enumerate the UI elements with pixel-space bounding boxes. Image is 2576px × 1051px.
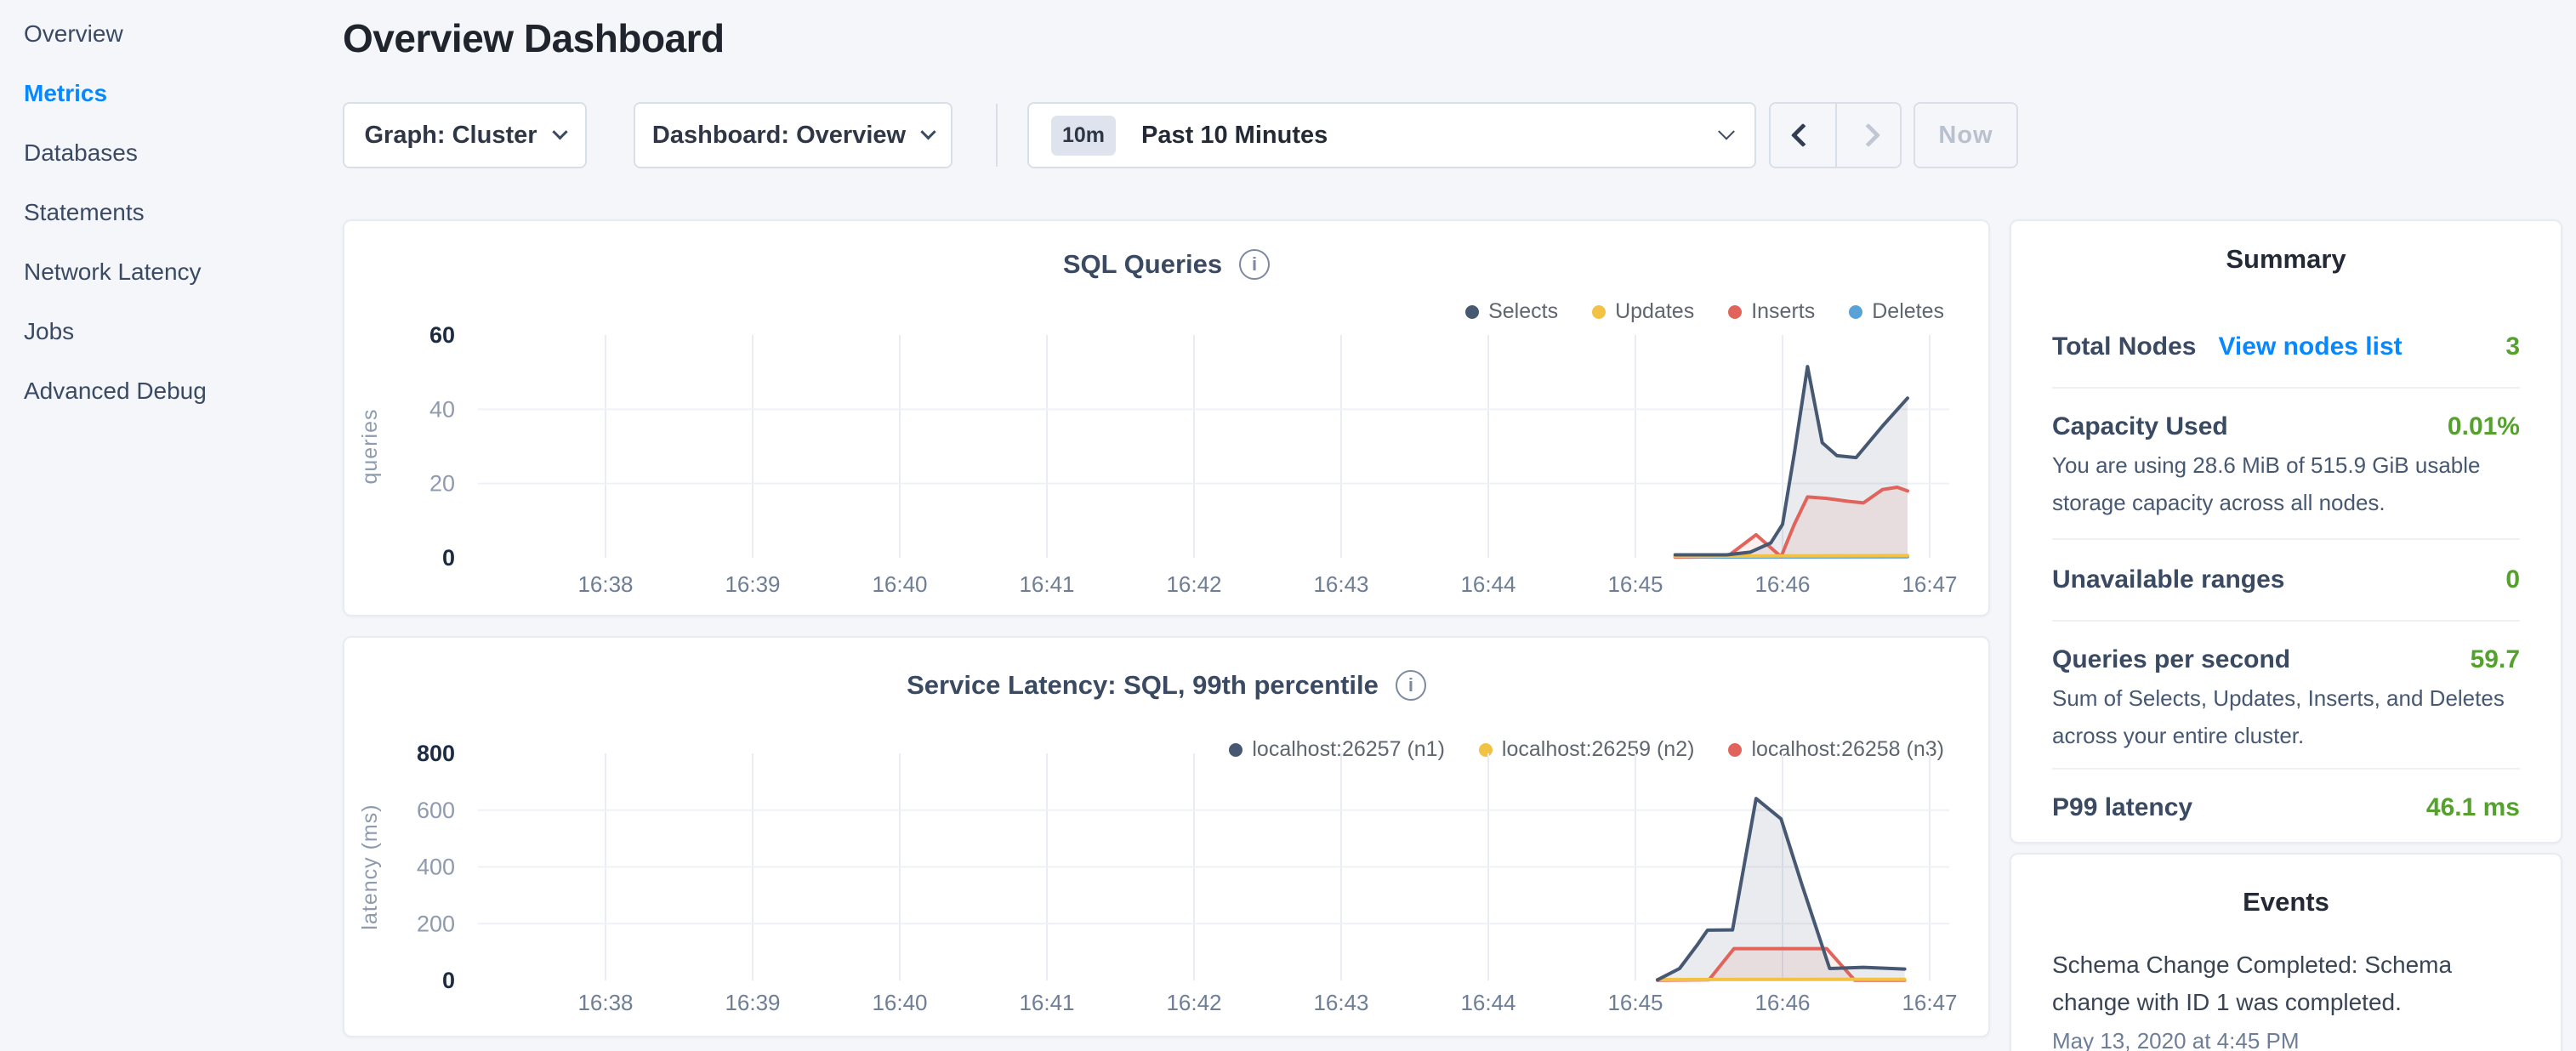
y-tick-label: 800 bbox=[417, 741, 455, 766]
dashboard-dropdown-label: Dashboard: Overview bbox=[652, 122, 906, 150]
app-root: Overview Metrics Databases Statements Ne… bbox=[0, 0, 2576, 1051]
y-tick-label: 0 bbox=[442, 968, 455, 993]
main-content: Overview Dashboard Graph: Cluster Dashbo… bbox=[343, 0, 1990, 1051]
summary-label: P99 latency bbox=[2052, 793, 2192, 822]
chevron-right-icon bbox=[1857, 123, 1880, 147]
summary-label: Capacity Used bbox=[2052, 412, 2228, 441]
time-range-dropdown[interactable]: 10m Past 10 Minutes bbox=[1027, 102, 1756, 168]
y-tick-label: 600 bbox=[417, 798, 455, 823]
summary-value: 46.1 ms bbox=[2426, 793, 2520, 822]
y-tick-label: 400 bbox=[417, 855, 455, 880]
x-tick-label: 16:39 bbox=[725, 990, 780, 1015]
dashboard-dropdown[interactable]: Dashboard: Overview bbox=[634, 102, 952, 168]
summary-heading: Summary bbox=[2052, 244, 2520, 275]
summary-row-capacity-used: Capacity Used 0.01% bbox=[2052, 412, 2520, 441]
y-tick-label: 60 bbox=[429, 322, 455, 348]
summary-label: Unavailable ranges bbox=[2052, 565, 2284, 594]
time-back-button[interactable] bbox=[1771, 104, 1835, 167]
graph-dropdown[interactable]: Graph: Cluster bbox=[343, 102, 587, 168]
summary-description: You are using 28.6 MiB of 515.9 GiB usab… bbox=[2052, 446, 2516, 521]
summary-row-unavailable-ranges: Unavailable ranges 0 bbox=[2052, 565, 2520, 594]
time-range-label: Past 10 Minutes bbox=[1141, 122, 1328, 150]
y-axis-label: latency (ms) bbox=[358, 804, 382, 929]
x-tick-label: 16:40 bbox=[872, 990, 927, 1015]
sql-queries-chart-card: SQL Queries Selects Updates Inserts Dele… bbox=[343, 219, 1990, 616]
summary-value: 0 bbox=[2505, 565, 2520, 594]
divider bbox=[2052, 620, 2520, 622]
sidebar-item-metrics[interactable]: Metrics bbox=[24, 80, 323, 107]
x-tick-label: 16:38 bbox=[577, 990, 633, 1015]
sidebar-item-overview[interactable]: Overview bbox=[24, 20, 323, 48]
time-pager bbox=[1769, 102, 1902, 168]
summary-description: Sum of Selects, Updates, Inserts, and De… bbox=[2052, 679, 2516, 754]
service-latency-plot: 16:38 16:39 16:40 16:41 16:42 16:43 16:44 16:45… bbox=[344, 638, 1992, 1039]
time-range-badge: 10m bbox=[1051, 116, 1116, 156]
sidebar: Overview Metrics Databases Statements Ne… bbox=[0, 0, 323, 1051]
controls-bar: Graph: Cluster Dashboard: Overview 10m P… bbox=[343, 102, 1990, 168]
x-tick-label: 16:46 bbox=[1754, 990, 1810, 1015]
x-tick-label: 16:42 bbox=[1166, 571, 1221, 597]
x-tick-label: 16:44 bbox=[1460, 571, 1515, 597]
time-forward-button[interactable] bbox=[1835, 104, 1900, 167]
x-tick-label: 16:42 bbox=[1166, 990, 1221, 1015]
summary-panel: Summary Total Nodes View nodes list 3 Ca… bbox=[2010, 219, 2562, 844]
summary-row-queries-per-second: Queries per second 59.7 bbox=[2052, 645, 2520, 674]
summary-label: Queries per second bbox=[2052, 645, 2290, 674]
summary-row-total-nodes: Total Nodes View nodes list 3 bbox=[2052, 332, 2520, 361]
summary-value: 3 bbox=[2505, 332, 2520, 361]
chevron-down-icon bbox=[920, 124, 935, 139]
page-title: Overview Dashboard bbox=[343, 15, 1990, 61]
x-tick-label: 16:38 bbox=[577, 571, 633, 597]
view-nodes-list-link[interactable]: View nodes list bbox=[2218, 332, 2402, 361]
service-latency-chart-card: Service Latency: SQL, 99th percentile lo… bbox=[343, 636, 1990, 1037]
x-tick-label: 16:46 bbox=[1754, 571, 1810, 597]
chevron-down-icon bbox=[1718, 123, 1735, 140]
x-tick-label: 16:39 bbox=[725, 571, 780, 597]
y-tick-label: 200 bbox=[417, 911, 455, 936]
sidebar-item-jobs[interactable]: Jobs bbox=[24, 318, 323, 345]
x-tick-label: 16:43 bbox=[1313, 571, 1368, 597]
summary-row-p99-latency: P99 latency 46.1 ms bbox=[2052, 793, 2520, 822]
sql-queries-plot: 16:38 16:39 16:40 16:41 16:42 16:43 16:44 16:45… bbox=[344, 221, 1992, 618]
chevron-left-icon bbox=[1791, 123, 1815, 147]
summary-label: Total Nodes bbox=[2052, 332, 2196, 361]
x-tick-label: 16:47 bbox=[1902, 571, 1957, 597]
divider bbox=[2052, 538, 2520, 540]
x-tick-label: 16:45 bbox=[1607, 990, 1663, 1015]
y-tick-label: 20 bbox=[429, 471, 455, 497]
divider bbox=[2052, 387, 2520, 389]
x-tick-label: 16:41 bbox=[1019, 571, 1074, 597]
x-tick-label: 16:47 bbox=[1902, 990, 1957, 1015]
right-sidebar: Summary Total Nodes View nodes list 3 Ca… bbox=[2010, 0, 2562, 1051]
chevron-down-icon bbox=[552, 124, 567, 139]
x-tick-label: 16:45 bbox=[1607, 571, 1663, 597]
controls-divider bbox=[996, 104, 998, 167]
graph-dropdown-label: Graph: Cluster bbox=[364, 122, 537, 150]
events-heading: Events bbox=[2052, 887, 2520, 917]
summary-value: 0.01% bbox=[2448, 412, 2520, 441]
event-item-timestamp: May 13, 2020 at 4:45 PM bbox=[2052, 1028, 2520, 1051]
x-tick-label: 16:44 bbox=[1460, 990, 1515, 1015]
y-tick-label: 0 bbox=[442, 545, 455, 571]
sidebar-item-network-latency[interactable]: Network Latency bbox=[24, 258, 323, 286]
event-item-text: Schema Change Completed: Schema change w… bbox=[2052, 946, 2482, 1021]
y-axis-label: queries bbox=[358, 409, 382, 485]
summary-value: 59.7 bbox=[2471, 645, 2520, 674]
x-tick-label: 16:43 bbox=[1313, 990, 1368, 1015]
events-panel: Events Schema Change Completed: Schema c… bbox=[2010, 853, 2562, 1051]
x-tick-label: 16:41 bbox=[1019, 990, 1074, 1015]
now-button[interactable]: Now bbox=[1914, 102, 2018, 168]
sidebar-item-statements[interactable]: Statements bbox=[24, 199, 323, 226]
divider bbox=[2052, 768, 2520, 770]
sidebar-item-databases[interactable]: Databases bbox=[24, 139, 323, 167]
y-tick-label: 40 bbox=[429, 396, 455, 422]
x-tick-label: 16:40 bbox=[872, 571, 927, 597]
sidebar-item-advanced-debug[interactable]: Advanced Debug bbox=[24, 378, 323, 405]
